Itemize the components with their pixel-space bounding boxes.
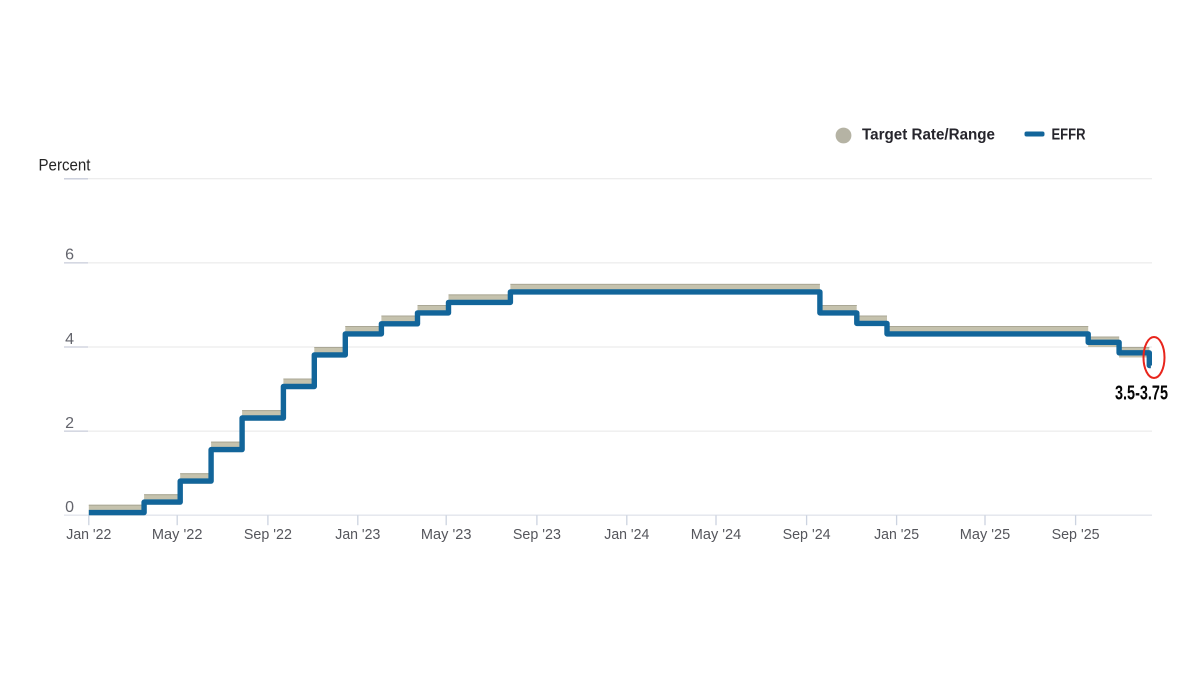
svg-text:May '24: May '24 bbox=[691, 527, 742, 543]
svg-text:4: 4 bbox=[65, 331, 74, 348]
svg-text:Jan '22: Jan '22 bbox=[66, 527, 111, 543]
svg-text:Sep '24: Sep '24 bbox=[783, 527, 831, 543]
svg-text:3.5-3.75: 3.5-3.75 bbox=[1115, 383, 1168, 405]
svg-text:EFFR: EFFR bbox=[1052, 127, 1086, 144]
svg-text:Target Rate/Range: Target Rate/Range bbox=[862, 127, 995, 144]
svg-text:Sep '25: Sep '25 bbox=[1052, 527, 1100, 543]
svg-text:Sep '22: Sep '22 bbox=[244, 527, 292, 543]
svg-text:May '23: May '23 bbox=[421, 527, 472, 543]
svg-text:Percent: Percent bbox=[39, 157, 91, 175]
svg-text:2: 2 bbox=[65, 415, 74, 432]
svg-text:May '22: May '22 bbox=[152, 527, 203, 543]
svg-text:6: 6 bbox=[65, 247, 74, 264]
svg-text:Sep '23: Sep '23 bbox=[513, 527, 561, 543]
svg-text:Jan '25: Jan '25 bbox=[874, 527, 919, 543]
svg-text:Jan '24: Jan '24 bbox=[604, 527, 649, 543]
svg-text:May '25: May '25 bbox=[960, 527, 1011, 543]
svg-text:0: 0 bbox=[65, 499, 74, 516]
svg-text:Jan '23: Jan '23 bbox=[335, 527, 380, 543]
